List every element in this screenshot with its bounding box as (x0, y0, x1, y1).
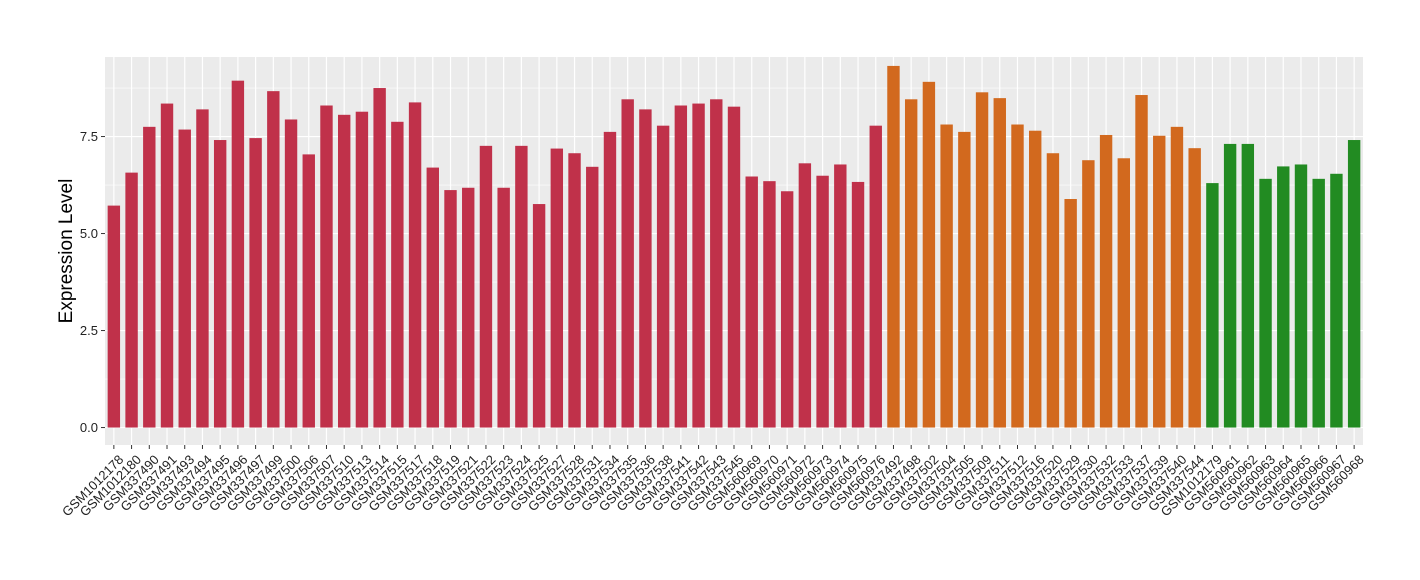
y-tick-label: 2.5 (80, 323, 98, 338)
bar (674, 105, 688, 428)
bar (710, 99, 723, 428)
bar (1277, 166, 1290, 428)
bar (373, 88, 386, 428)
bar (267, 91, 280, 428)
bar (284, 119, 298, 428)
bar (337, 114, 351, 428)
bar (532, 204, 546, 428)
bar (922, 81, 936, 428)
bar (869, 125, 882, 428)
y-tick-label: 0.0 (80, 420, 98, 435)
bar (975, 92, 989, 428)
bar (568, 153, 581, 428)
bar (143, 126, 156, 428)
bar (391, 121, 404, 428)
bar (993, 98, 1006, 428)
bar (178, 129, 191, 428)
bar (213, 140, 227, 428)
bar (692, 103, 705, 428)
bar (1117, 158, 1131, 428)
bar (780, 191, 794, 428)
bar (1011, 124, 1024, 428)
bar (125, 172, 138, 428)
bar (1347, 140, 1361, 428)
bar (1259, 178, 1272, 428)
bar (798, 163, 812, 428)
bar (355, 111, 369, 428)
bar (904, 99, 918, 428)
bar (727, 106, 741, 428)
bar (408, 102, 422, 428)
bar (107, 205, 121, 428)
bar (320, 105, 333, 428)
bar (621, 99, 634, 428)
bar (656, 125, 670, 428)
x-axis: GSM1012178GSM1012180GSM337490GSM337491GS… (59, 445, 1367, 519)
bar (1099, 134, 1113, 428)
bar (1046, 153, 1060, 428)
bar (1153, 135, 1166, 428)
bar (160, 103, 174, 428)
bar (1082, 160, 1095, 428)
bar (603, 131, 617, 428)
bar (231, 80, 245, 428)
bar (586, 166, 599, 428)
bar (851, 181, 865, 428)
bar (887, 65, 900, 428)
bar-series (107, 65, 1361, 428)
bar (1294, 164, 1308, 428)
bar (196, 109, 209, 428)
bar (958, 131, 971, 428)
bar (816, 175, 829, 428)
bar (444, 190, 457, 428)
bar (1029, 130, 1042, 428)
bar (302, 154, 315, 428)
bar (1223, 143, 1237, 428)
bar (1330, 173, 1343, 428)
bar (462, 187, 475, 428)
y-axis: 0.0 2.5 5.0 7.5 (80, 129, 105, 435)
bar (1064, 199, 1077, 428)
y-tick-label: 5.0 (80, 226, 98, 241)
bar (834, 164, 847, 428)
bar (639, 109, 652, 428)
bar (1170, 126, 1184, 428)
bar (763, 181, 776, 428)
bar (550, 148, 564, 428)
bar (1312, 178, 1325, 428)
bar (1206, 183, 1219, 428)
y-tick-label: 7.5 (80, 129, 98, 144)
bar (426, 167, 439, 428)
y-axis-title: Expression Level (56, 179, 77, 324)
bar (1135, 95, 1148, 428)
bar (515, 145, 528, 428)
bar (479, 145, 493, 428)
bar (497, 187, 510, 428)
bar (940, 124, 953, 428)
bar (745, 176, 758, 428)
bar (1241, 143, 1255, 428)
bar (249, 138, 262, 428)
bar (1188, 148, 1201, 428)
